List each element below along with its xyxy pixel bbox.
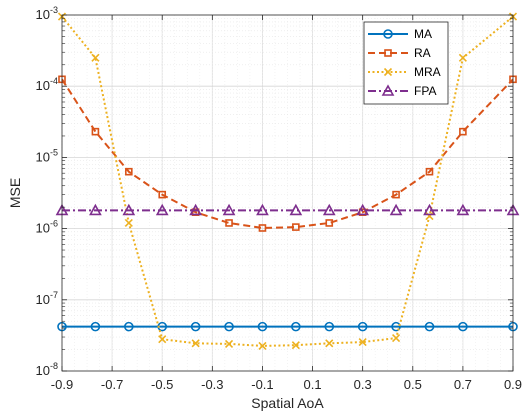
series-ra-marker <box>459 127 467 136</box>
series-ra-marker <box>91 127 100 136</box>
series-ra-marker <box>425 167 434 176</box>
series-ra-marker <box>292 223 300 231</box>
series-mra-marker <box>325 339 334 348</box>
series-ra-marker <box>392 190 400 199</box>
series-ma-marker <box>391 321 401 332</box>
x-tick-label: -0.9 <box>51 377 73 392</box>
legend-marker <box>384 49 392 57</box>
series-fpa-marker <box>222 203 236 216</box>
series-ra-line <box>61 78 514 230</box>
legend-entry-mra: MRA <box>368 65 441 79</box>
series-fpa-marker <box>322 203 336 216</box>
legend-entry-fpa: FPA <box>368 84 436 98</box>
y-tick-label: 10-8 <box>36 361 58 378</box>
legend-label: FPA <box>414 84 436 98</box>
series-fpa-marker <box>122 203 136 216</box>
legend-marker <box>383 29 393 39</box>
y-tick-label: 10-7 <box>36 290 58 307</box>
x-tick-label: -0.1 <box>251 377 273 392</box>
x-tick-label: -0.3 <box>201 377 223 392</box>
series-ra-marker <box>158 190 167 199</box>
ticks <box>61 14 514 372</box>
x-tick-label: 0.9 <box>504 377 522 392</box>
x-tick-label: 0.3 <box>354 377 372 392</box>
y-tick-label: 10-3 <box>36 5 58 22</box>
series-fpa-marker <box>155 203 169 216</box>
series-mra-marker <box>258 341 267 350</box>
series-mra <box>57 12 518 350</box>
y-axis-label: MSE <box>7 178 23 208</box>
y-tick-label: 10-6 <box>36 219 58 236</box>
series-ma-marker <box>291 321 301 332</box>
series-ma-marker <box>324 321 335 332</box>
series-ra-marker <box>225 219 233 227</box>
legend-entry-ma: MA <box>368 27 432 41</box>
legend-marker <box>381 84 395 96</box>
series-ma-marker <box>90 321 101 332</box>
series-mra-marker <box>124 218 133 228</box>
series-ra-marker <box>125 167 133 176</box>
series-mra-marker <box>358 337 367 347</box>
series-ma-marker <box>224 321 234 332</box>
series-fpa-marker <box>356 203 370 216</box>
series-layer <box>55 12 520 350</box>
series-fpa-marker <box>289 203 303 216</box>
series-fpa-marker <box>423 203 436 216</box>
x-axis-label: Spatial AoA <box>251 395 324 411</box>
series-mra-marker <box>91 53 100 62</box>
series-fpa-marker <box>189 203 202 216</box>
series-ma-marker <box>190 321 201 332</box>
y-tick-label: 10-4 <box>36 76 58 93</box>
legend-label: RA <box>414 46 431 60</box>
series-mra-marker <box>158 335 167 344</box>
series-fpa-marker <box>256 203 269 216</box>
series-mra-marker <box>191 339 200 348</box>
series-ra-marker <box>325 219 334 227</box>
series-fpa-marker <box>89 203 102 216</box>
legend-label: MA <box>414 27 432 41</box>
legend-label: MRA <box>414 65 441 79</box>
series-ma-marker <box>458 321 468 332</box>
x-tick-label: -0.7 <box>101 377 123 392</box>
series-fpa-marker <box>389 203 403 216</box>
series-mra-marker <box>291 341 300 350</box>
legend-entry-ra: RA <box>368 46 431 60</box>
series-ma-marker <box>357 321 368 332</box>
plot-frame <box>61 14 514 372</box>
x-tick-label: 0.1 <box>304 377 322 392</box>
series-ra <box>58 75 517 232</box>
y-tick-label: 10-5 <box>36 147 58 164</box>
series-mra-marker <box>392 334 401 343</box>
series-fpa <box>55 203 520 216</box>
series-fpa-marker <box>456 203 470 216</box>
tick-labels: -0.9 -0.7 -0.5 -0.3 -0.1 0.1 0.3 0.5 0.7 0.9 10-8 1… <box>36 5 523 392</box>
series-ra-marker <box>258 224 267 232</box>
series-mra-line <box>61 15 514 347</box>
x-tick-label: 0.5 <box>404 377 422 392</box>
x-tick-label: 0.7 <box>454 377 472 392</box>
legend: MA RA MRA FPA <box>363 21 449 105</box>
series-ma-marker <box>424 321 435 332</box>
legend-marker <box>383 67 393 77</box>
series-ma-marker <box>124 321 134 332</box>
x-tick-label: -0.5 <box>151 377 173 392</box>
series-mra-marker <box>224 339 234 348</box>
series-mra-marker <box>458 53 467 62</box>
series-ma-marker <box>257 321 268 332</box>
